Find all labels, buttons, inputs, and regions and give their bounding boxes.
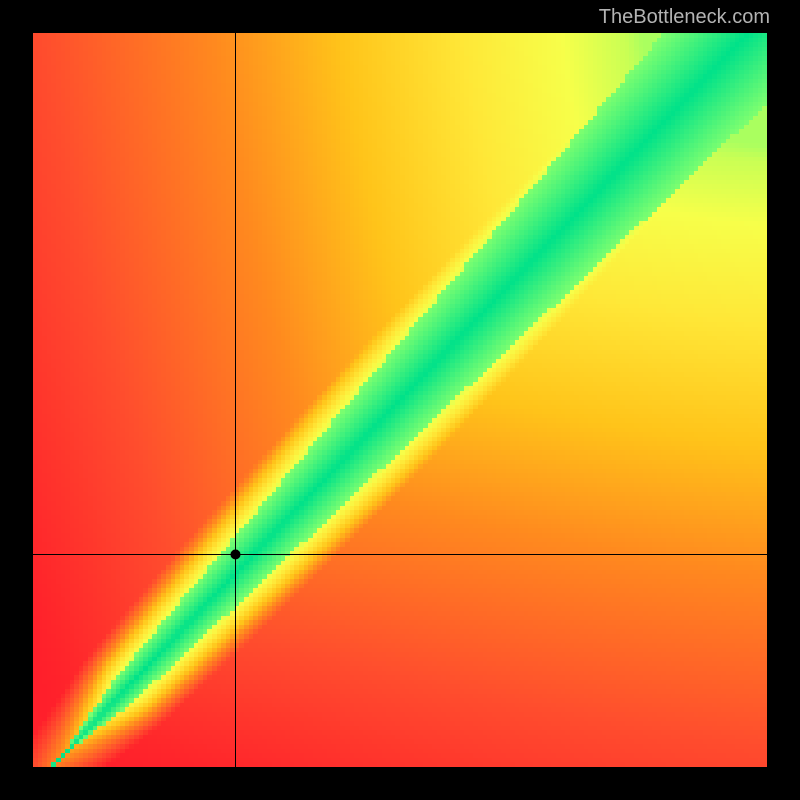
chart-container: TheBottleneck.com	[0, 0, 800, 800]
watermark-text: TheBottleneck.com	[599, 6, 770, 29]
heatmap-plot	[33, 33, 767, 767]
heatmap-canvas	[33, 33, 767, 767]
